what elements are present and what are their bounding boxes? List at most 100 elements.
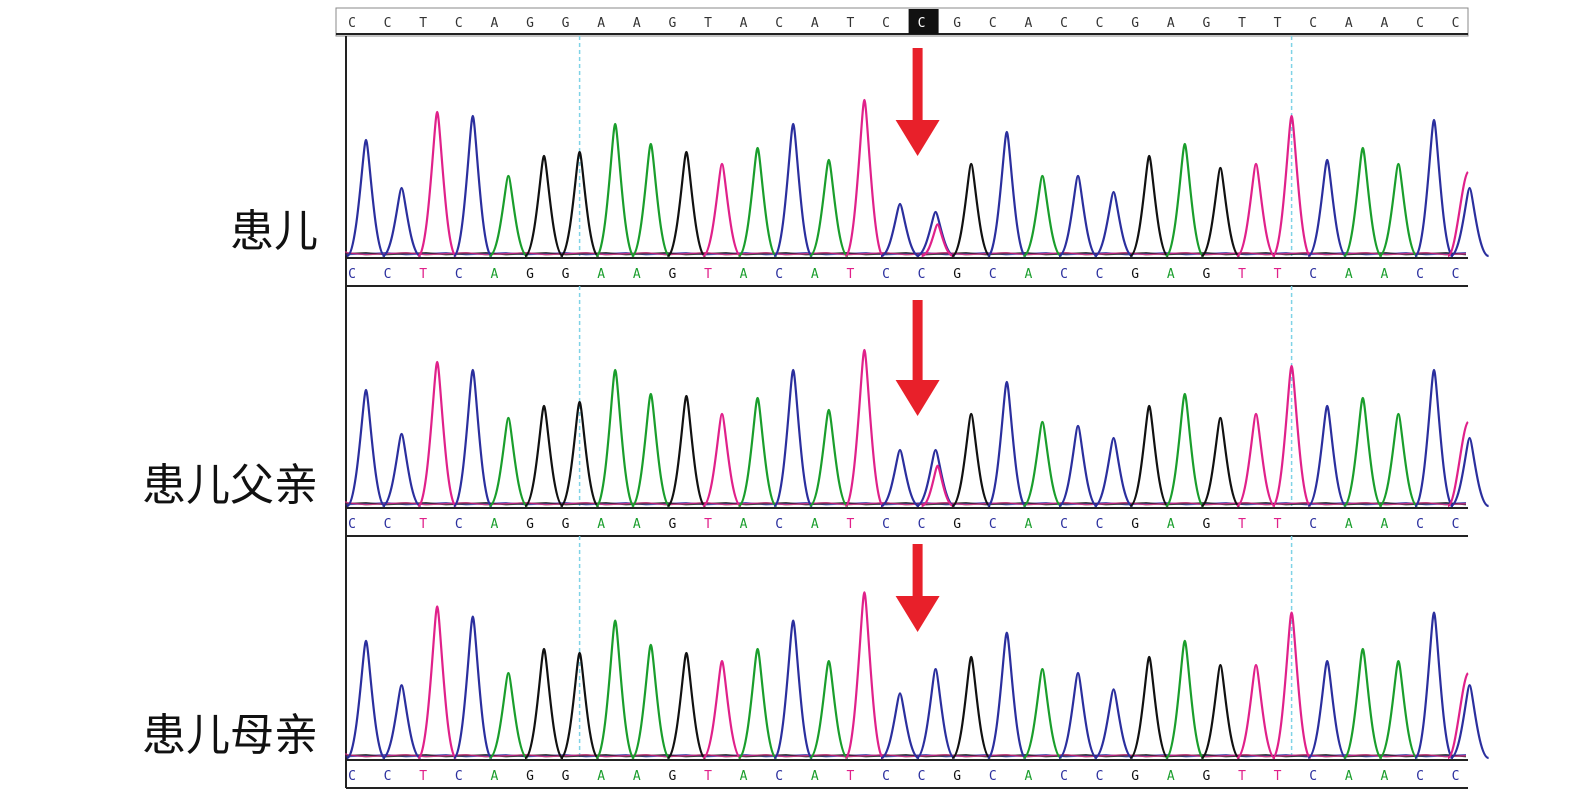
trace-peak-C	[382, 684, 422, 760]
called-base: C	[1416, 267, 1424, 282]
called-base: A	[811, 267, 819, 282]
called-base: A	[597, 517, 605, 532]
called-base: A	[1024, 267, 1032, 282]
trace-peak-C	[345, 639, 387, 760]
row-label-mother: 患儿母亲	[142, 710, 318, 761]
trace-peak-G	[951, 655, 992, 760]
trace-peak-C	[1307, 659, 1348, 760]
trace-peak-C	[1450, 684, 1490, 760]
called-base: C	[455, 267, 463, 282]
called-base: C	[1060, 769, 1068, 784]
called-base: A	[490, 769, 498, 784]
reference-base: G	[562, 16, 570, 31]
called-base: C	[882, 517, 890, 532]
trace-peak-G	[666, 150, 707, 258]
called-base: A	[1167, 769, 1175, 784]
called-base: C	[775, 267, 783, 282]
reference-base: C	[882, 16, 890, 31]
trace-peak-G	[666, 651, 707, 760]
trace-peak-A	[808, 659, 849, 760]
trace-peak-C	[773, 122, 814, 258]
trace-peak-G	[523, 404, 565, 508]
trace-peak-A	[1342, 146, 1383, 258]
trace-peak-G	[1200, 663, 1241, 760]
called-base: A	[1024, 517, 1032, 532]
called-base: G	[562, 769, 570, 784]
called-base: A	[490, 267, 498, 282]
trace-peak-A	[737, 146, 778, 258]
called-base: T	[1274, 267, 1282, 282]
reference-base: C	[775, 16, 783, 31]
trace-peak-C	[345, 138, 387, 258]
trace-peak-T	[417, 605, 458, 760]
trace-peak-C	[1094, 688, 1134, 760]
called-base: C	[348, 267, 356, 282]
called-base: T	[846, 517, 854, 532]
reference-base: A	[811, 16, 819, 31]
trace-peak-A	[808, 158, 849, 258]
trace-group	[345, 98, 1490, 258]
called-base: C	[348, 517, 356, 532]
reference-base: C	[1060, 16, 1068, 31]
trace-peak-C	[986, 130, 1027, 258]
called-base: C	[882, 769, 890, 784]
called-base: C	[384, 267, 392, 282]
trace-peak-G	[1129, 655, 1170, 760]
called-base: C	[455, 769, 463, 784]
reference-base: C	[1452, 16, 1460, 31]
reference-base: A	[1024, 16, 1032, 31]
called-base: A	[811, 517, 819, 532]
reference-strip-frame	[335, 7, 1469, 37]
called-base: G	[668, 769, 676, 784]
trace-peak-G	[1200, 416, 1241, 508]
reference-base: A	[740, 16, 748, 31]
arrow-shaft	[912, 300, 923, 380]
trace-peak-G	[559, 150, 600, 258]
trace-peak-A	[488, 174, 529, 258]
called-base: C	[1060, 517, 1068, 532]
called-base: C	[989, 517, 997, 532]
trace-peak-C	[986, 380, 1027, 508]
trace-peak-A	[737, 396, 778, 508]
trace-peak-C	[1307, 158, 1348, 258]
trace-peak-G	[1200, 166, 1241, 258]
arrow-shaft	[912, 544, 923, 596]
reference-base: C	[989, 16, 997, 31]
called-base: C	[1452, 769, 1460, 784]
trace-peak-T	[417, 360, 458, 508]
trace-peak-A	[630, 392, 671, 508]
called-base: A	[1024, 769, 1032, 784]
called-base: G	[1131, 769, 1139, 784]
trace-peak-A	[1378, 412, 1419, 508]
trace-peak-A	[630, 643, 671, 760]
reference-base: C	[1096, 16, 1104, 31]
called-base: C	[1309, 517, 1317, 532]
called-base: C	[1096, 769, 1104, 784]
reference-base: C	[1309, 16, 1317, 31]
trace-peak-C	[880, 448, 920, 508]
reference-base: T	[704, 16, 712, 31]
trace-peak-G	[559, 651, 600, 760]
called-base: C	[918, 769, 926, 784]
reference-base: C	[455, 16, 463, 31]
trace-peak-C	[1307, 404, 1348, 508]
reference-base: A	[1380, 16, 1388, 31]
arrow-head	[895, 120, 940, 156]
trace-peak-G	[951, 412, 992, 508]
called-base: C	[775, 769, 783, 784]
called-base: G	[526, 517, 534, 532]
called-base: G	[526, 769, 534, 784]
reference-base: A	[1167, 16, 1175, 31]
trace-baseline-T	[345, 753, 1467, 758]
trace-peak-A	[1022, 668, 1063, 760]
trace-peak-C	[880, 692, 920, 760]
called-base: A	[1167, 517, 1175, 532]
called-base: C	[775, 517, 783, 532]
mutation-arrow-icon	[895, 300, 940, 416]
trace-baseline-T	[345, 501, 1467, 506]
